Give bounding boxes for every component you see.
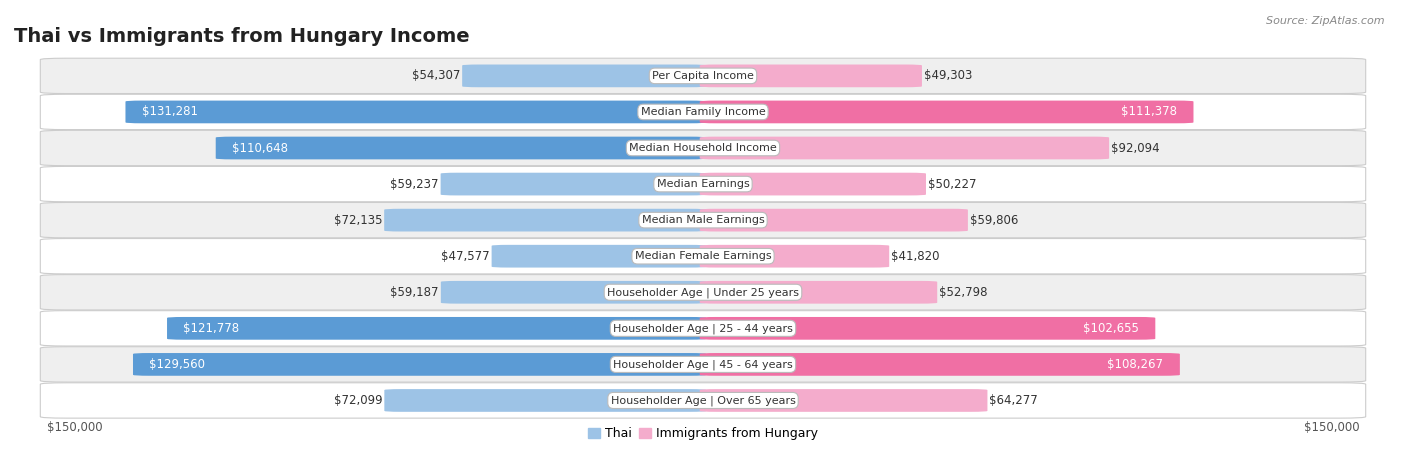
Text: $49,303: $49,303 bbox=[924, 70, 973, 82]
Legend: Thai, Immigrants from Hungary: Thai, Immigrants from Hungary bbox=[583, 422, 823, 445]
FancyBboxPatch shape bbox=[700, 245, 889, 268]
Text: $59,187: $59,187 bbox=[391, 286, 439, 299]
Text: $129,560: $129,560 bbox=[149, 358, 205, 371]
Text: Per Capita Income: Per Capita Income bbox=[652, 71, 754, 81]
FancyBboxPatch shape bbox=[441, 281, 706, 304]
FancyBboxPatch shape bbox=[41, 94, 1365, 130]
FancyBboxPatch shape bbox=[167, 317, 706, 340]
Text: Median Male Earnings: Median Male Earnings bbox=[641, 215, 765, 225]
Text: Median Earnings: Median Earnings bbox=[657, 179, 749, 189]
Text: Median Female Earnings: Median Female Earnings bbox=[634, 251, 772, 261]
Text: $52,798: $52,798 bbox=[939, 286, 987, 299]
Text: $92,094: $92,094 bbox=[1111, 142, 1160, 155]
FancyBboxPatch shape bbox=[700, 64, 922, 87]
Text: $64,277: $64,277 bbox=[990, 394, 1038, 407]
FancyBboxPatch shape bbox=[41, 275, 1365, 310]
FancyBboxPatch shape bbox=[41, 239, 1365, 274]
Text: $108,267: $108,267 bbox=[1108, 358, 1163, 371]
Text: Thai vs Immigrants from Hungary Income: Thai vs Immigrants from Hungary Income bbox=[14, 27, 470, 46]
FancyBboxPatch shape bbox=[41, 166, 1365, 202]
Text: Source: ZipAtlas.com: Source: ZipAtlas.com bbox=[1267, 16, 1385, 26]
Text: $54,307: $54,307 bbox=[412, 70, 460, 82]
FancyBboxPatch shape bbox=[134, 353, 706, 376]
Text: $59,806: $59,806 bbox=[970, 213, 1018, 226]
FancyBboxPatch shape bbox=[384, 209, 706, 232]
Text: $59,237: $59,237 bbox=[389, 177, 439, 191]
FancyBboxPatch shape bbox=[492, 245, 706, 268]
FancyBboxPatch shape bbox=[41, 347, 1365, 382]
FancyBboxPatch shape bbox=[125, 100, 706, 123]
FancyBboxPatch shape bbox=[700, 173, 927, 195]
Text: $111,378: $111,378 bbox=[1121, 106, 1177, 119]
FancyBboxPatch shape bbox=[440, 173, 706, 195]
FancyBboxPatch shape bbox=[41, 58, 1365, 93]
Text: $110,648: $110,648 bbox=[232, 142, 288, 155]
Text: Median Household Income: Median Household Income bbox=[628, 143, 778, 153]
Text: $47,577: $47,577 bbox=[441, 250, 489, 263]
FancyBboxPatch shape bbox=[384, 389, 706, 412]
Text: $41,820: $41,820 bbox=[891, 250, 939, 263]
Text: $102,655: $102,655 bbox=[1083, 322, 1139, 335]
FancyBboxPatch shape bbox=[700, 100, 1194, 123]
Text: $50,227: $50,227 bbox=[928, 177, 976, 191]
FancyBboxPatch shape bbox=[700, 137, 1109, 159]
Text: Householder Age | 45 - 64 years: Householder Age | 45 - 64 years bbox=[613, 359, 793, 370]
Text: $72,099: $72,099 bbox=[333, 394, 382, 407]
Text: Householder Age | Over 65 years: Householder Age | Over 65 years bbox=[610, 395, 796, 406]
FancyBboxPatch shape bbox=[700, 209, 967, 232]
Text: $150,000: $150,000 bbox=[1303, 421, 1360, 434]
FancyBboxPatch shape bbox=[215, 137, 706, 159]
Text: Median Family Income: Median Family Income bbox=[641, 107, 765, 117]
Text: Householder Age | Under 25 years: Householder Age | Under 25 years bbox=[607, 287, 799, 297]
FancyBboxPatch shape bbox=[700, 353, 1180, 376]
FancyBboxPatch shape bbox=[700, 281, 938, 304]
FancyBboxPatch shape bbox=[41, 383, 1365, 418]
FancyBboxPatch shape bbox=[700, 389, 987, 412]
FancyBboxPatch shape bbox=[41, 130, 1365, 166]
Text: $72,135: $72,135 bbox=[333, 213, 382, 226]
Text: $121,778: $121,778 bbox=[183, 322, 239, 335]
FancyBboxPatch shape bbox=[700, 317, 1156, 340]
Text: $150,000: $150,000 bbox=[46, 421, 103, 434]
FancyBboxPatch shape bbox=[41, 203, 1365, 238]
FancyBboxPatch shape bbox=[463, 64, 706, 87]
FancyBboxPatch shape bbox=[41, 311, 1365, 346]
Text: $131,281: $131,281 bbox=[142, 106, 198, 119]
Text: Householder Age | 25 - 44 years: Householder Age | 25 - 44 years bbox=[613, 323, 793, 333]
